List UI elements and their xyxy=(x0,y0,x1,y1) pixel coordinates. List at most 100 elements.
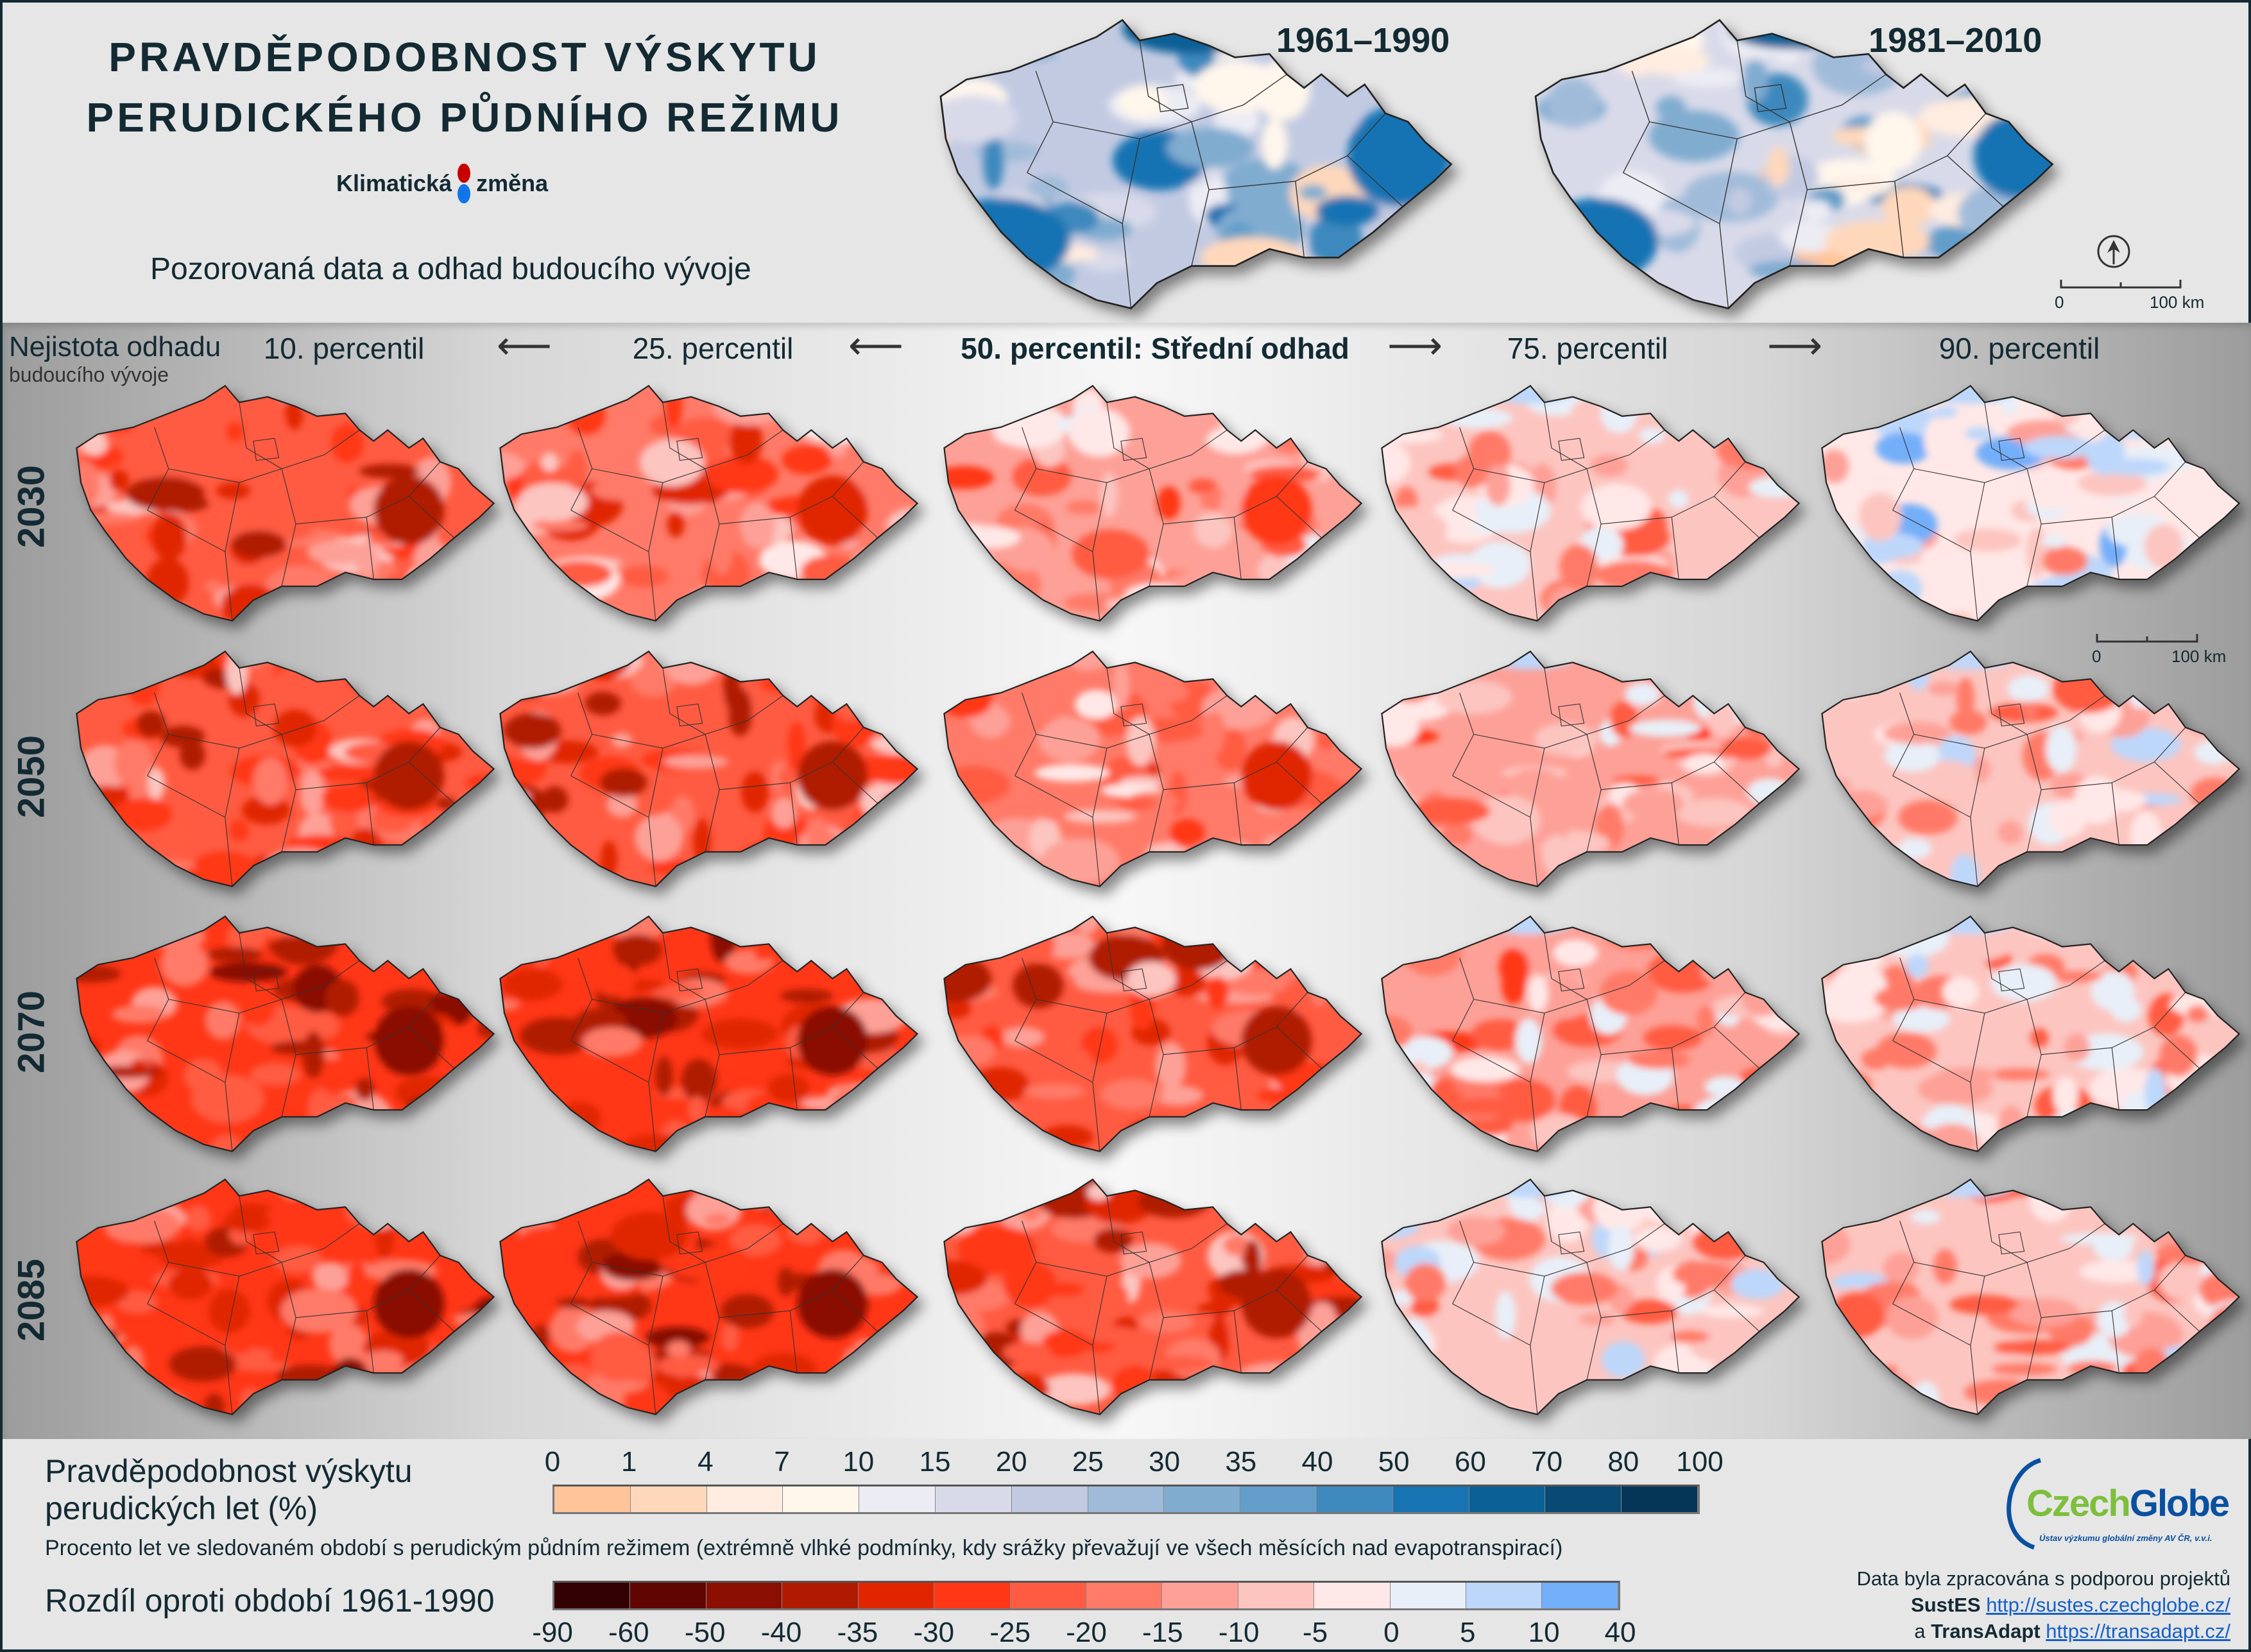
prob-color-cell xyxy=(859,1486,936,1512)
map-observed-1961-1990 xyxy=(929,17,1455,312)
uncertainty-label: Nejistota odhadu xyxy=(9,331,221,362)
prob-color-cell xyxy=(1088,1486,1165,1512)
scale-end-grid: 100 km xyxy=(2171,647,2227,666)
credits-and: a xyxy=(1914,1620,1926,1642)
period-label-1981-2010: 1981–2010 xyxy=(1869,21,2042,60)
prob-color-cell xyxy=(554,1486,631,1512)
row-label-2085: 2085 xyxy=(10,1258,53,1342)
legend-tick-label: -60 xyxy=(608,1617,649,1648)
diff-legend-title: Rozdíl oproti období 1961-1990 xyxy=(45,1583,495,1619)
scale-bar-top xyxy=(2060,280,2182,289)
legend-tick-label: 7 xyxy=(774,1446,790,1477)
map-2070-p90 xyxy=(1812,914,2242,1154)
legend-tick-label: 0 xyxy=(1383,1617,1399,1648)
map-2050-p50 xyxy=(934,649,1364,889)
diff-color-cell xyxy=(630,1583,706,1608)
prob-color-cell xyxy=(783,1486,860,1512)
legend-description: Procento let ve sledovaném období s peru… xyxy=(45,1536,1563,1560)
map-2030-p75 xyxy=(1372,383,1802,624)
prob-color-cell xyxy=(1622,1486,1698,1512)
row-label-2070: 2070 xyxy=(10,990,53,1074)
prob-color-cell xyxy=(1469,1486,1546,1512)
map-2070-p50 xyxy=(934,914,1364,1154)
prob-color-cell xyxy=(630,1486,707,1512)
diff-color-cell xyxy=(1314,1583,1391,1608)
legend-tick-label: -25 xyxy=(989,1617,1031,1648)
map-2050-p25 xyxy=(490,649,920,889)
legend-tick-label: -30 xyxy=(913,1617,955,1648)
prob-color-cell xyxy=(1011,1486,1088,1512)
transadapt-link[interactable]: https://transadapt.cz/ xyxy=(2046,1620,2230,1642)
diff-color-cell xyxy=(858,1583,935,1608)
diff-color-cell xyxy=(782,1583,859,1608)
legend-tick-label: -15 xyxy=(1142,1617,1183,1648)
map-2085-p75 xyxy=(1372,1177,1802,1417)
diff-color-cell xyxy=(706,1583,783,1608)
prob-color-bar xyxy=(552,1485,1700,1514)
diff-color-cell xyxy=(934,1583,1011,1608)
klimaticka-zmena-logo[interactable]: Klimatická změna xyxy=(336,163,548,204)
map-2030-p10 xyxy=(67,383,497,624)
map-2030-p50 xyxy=(934,383,1364,624)
subtitle: Pozorovaná data a odhad budoucího vývoje xyxy=(150,252,751,286)
diff-color-cell xyxy=(1086,1583,1163,1608)
uncertainty-sublabel: budoucího vývoje xyxy=(9,363,169,386)
row-label-2030: 2030 xyxy=(10,464,53,549)
prob-legend-title-1: Pravděpodobnost výskytu xyxy=(45,1453,413,1489)
column-label-p90: 90. percentil xyxy=(1939,332,2100,365)
legend-tick-label: -20 xyxy=(1066,1617,1107,1648)
prob-color-cell xyxy=(706,1486,783,1512)
arrow-left-icon: ⟵ xyxy=(497,324,552,367)
logo-name-czech: Czech xyxy=(2026,1483,2131,1524)
diff-color-cell xyxy=(1466,1583,1543,1608)
project-transadapt: TransAdapt xyxy=(1931,1620,2041,1642)
map-2085-p90 xyxy=(1812,1177,2242,1417)
legend-tick-label: 40 xyxy=(1301,1446,1333,1477)
legend-tick-label: 70 xyxy=(1531,1446,1563,1477)
legend-tick-label: 15 xyxy=(919,1446,951,1477)
drops-icon xyxy=(458,164,471,203)
scale-zero-top: 0 xyxy=(2055,293,2064,312)
arrow-right-icon: ⟶ xyxy=(1387,324,1443,367)
map-2050-p75 xyxy=(1372,649,1802,889)
map-2030-p25 xyxy=(490,383,920,624)
sustes-link[interactable]: http://sustes.czechglobe.cz/ xyxy=(1986,1594,2230,1616)
credits: Data byla zpracována s podporou projektů… xyxy=(1857,1565,2230,1644)
north-arrow-icon xyxy=(2097,235,2130,268)
logo-name-globe: Globe xyxy=(2129,1483,2230,1524)
prob-color-cell xyxy=(1545,1486,1622,1512)
legend-tick-label: 25 xyxy=(1072,1446,1104,1477)
legend-tick-label: 60 xyxy=(1454,1446,1486,1477)
arrow-right-icon: ⟶ xyxy=(1767,324,1823,367)
scale-zero-grid: 0 xyxy=(2092,647,2101,666)
legend-tick-label: 5 xyxy=(1460,1617,1476,1648)
legend-tick-label: 4 xyxy=(698,1446,714,1477)
map-2070-p10 xyxy=(67,914,497,1154)
scale-end-top: 100 km xyxy=(2150,293,2205,312)
diff-color-cell xyxy=(1390,1583,1467,1608)
diff-color-cell xyxy=(554,1583,631,1608)
legend-tick-label: -10 xyxy=(1218,1617,1260,1648)
map-2085-p10 xyxy=(67,1177,497,1417)
legend-tick-label: -40 xyxy=(760,1617,802,1648)
legend-tick-label: 20 xyxy=(995,1446,1027,1477)
row-label-2050: 2050 xyxy=(10,735,53,819)
scale-bar-grid xyxy=(2096,634,2198,643)
logo-name: CzechGlobe xyxy=(2026,1482,2230,1525)
logo-text-left: Klimatická xyxy=(336,170,452,196)
credits-line: Data byla zpracována s podporou projektů xyxy=(1856,1567,2230,1590)
period-label-1961-1990: 1961–1990 xyxy=(1276,21,1450,60)
diff-color-bar xyxy=(552,1581,1620,1610)
legend-tick-label: 10 xyxy=(843,1446,875,1477)
legend-tick-label: 0 xyxy=(544,1446,561,1477)
prob-color-cell xyxy=(935,1486,1012,1512)
czechglobe-logo[interactable]: CzechGlobe Ústav výzkumu globální změny … xyxy=(1998,1458,2236,1554)
legend-tick-label: -90 xyxy=(532,1617,573,1648)
map-2085-p50 xyxy=(934,1177,1364,1417)
legend-tick-label: -35 xyxy=(837,1617,878,1648)
prob-color-cell xyxy=(1164,1486,1241,1512)
prob-color-cell xyxy=(1392,1486,1469,1512)
legend-tick-label: -5 xyxy=(1303,1617,1328,1648)
legend-tick-label: 100 xyxy=(1676,1446,1724,1477)
map-observed-1981-2010 xyxy=(1523,17,2056,312)
